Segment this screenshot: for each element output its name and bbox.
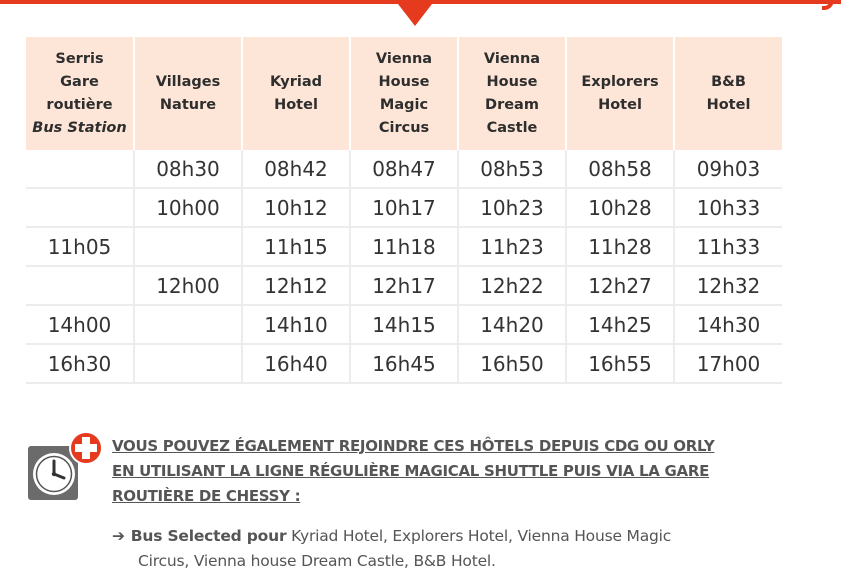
note-line: VOUS POUVEZ ÉGALEMENT REJOINDRE CES HÔTE… [112,437,715,455]
time-cell: 16h30 [26,344,134,384]
time-cell: 14h25 [565,305,674,345]
header-kyriad-hotel: Kyriad Hotel [241,37,350,150]
table-header-row: Serris Gare routière Bus Station Village… [26,37,782,150]
time-cell: 14h10 [241,305,350,345]
time-cell: 12h17 [349,266,458,306]
bus-selected-info: ➔ Bus Selected pour Kyriad Hotel, Explore… [112,524,812,574]
bus-selected-label: Bus Selected pour [130,527,287,545]
header-vienna-house-dream-castle: Vienna House Dream Castle [457,37,566,150]
bus-hotels-text: Kyriad Hotel, Explorers Hotel, Vienna Ho… [286,527,672,545]
table-row: 10h00 10h12 10h17 10h23 10h28 10h33 [26,188,782,228]
time-cell: 11h18 [349,227,458,267]
time-cell: 08h30 [133,150,242,189]
time-cell: 17h00 [673,344,782,384]
time-cell: 12h12 [241,266,350,306]
bus-hotels-text-cont: Circus, Vienna house Dream Castle, B&B H… [138,552,496,570]
time-cell: 08h42 [241,150,350,189]
time-cell: 11h23 [457,227,566,267]
time-cell: 08h58 [565,150,674,189]
time-cell: 11h33 [673,227,782,267]
header-villages-nature: Villages Nature [133,37,242,150]
time-cell: 10h23 [457,188,566,228]
time-cell [26,150,134,189]
time-cell: 08h47 [349,150,458,189]
time-cell: 14h20 [457,305,566,345]
chessy-connection-note: VOUS POUVEZ ÉGALEMENT REJOINDRE CES HÔTE… [112,434,812,509]
header-serris-bus-station: Serris Gare routière Bus Station [26,37,134,150]
time-cell: 10h00 [133,188,242,228]
time-cell: 16h40 [241,344,350,384]
time-cell: 16h50 [457,344,566,384]
time-cell [133,344,242,384]
time-cell: 14h00 [26,305,134,345]
time-cell [26,188,134,228]
time-cell [26,266,134,306]
table-row: 08h30 08h42 08h47 08h53 08h58 09h03 [26,150,782,189]
time-cell: 14h30 [673,305,782,345]
time-cell: 08h53 [457,150,566,189]
time-cell: 10h33 [673,188,782,228]
time-cell [133,227,242,267]
header-explorers-hotel: Explorers Hotel [565,37,674,150]
time-cell: 12h27 [565,266,674,306]
time-cell [133,305,242,345]
time-cell: 11h28 [565,227,674,267]
time-cell: 14h15 [349,305,458,345]
time-cell: 10h12 [241,188,350,228]
time-cell: 16h55 [565,344,674,384]
shuttle-schedule-table: Serris Gare routière Bus Station Village… [26,37,782,384]
time-cell: 10h28 [565,188,674,228]
time-cell: 11h05 [26,227,134,267]
table-row: 12h00 12h12 12h17 12h22 12h27 12h32 [26,266,782,306]
time-cell: 09h03 [673,150,782,189]
table-row: 11h05 11h15 11h18 11h23 11h28 11h33 [26,227,782,267]
top-accent-corner [822,0,834,10]
time-cell: 12h22 [457,266,566,306]
table-row: 14h00 14h10 14h15 14h20 14h25 14h30 [26,305,782,345]
time-cell: 10h17 [349,188,458,228]
section-marker-arrow [398,4,432,26]
table-row: 16h30 16h40 16h45 16h50 16h55 17h00 [26,344,782,384]
arrow-right-icon: ➔ [112,527,125,545]
clock-plus-icon [26,430,106,510]
header-vienna-house-magic-circus: Vienna House Magic Circus [349,37,458,150]
time-cell: 11h15 [241,227,350,267]
top-accent-bar [0,0,841,4]
note-line: EN UTILISANT LA LIGNE RÉGULIÈRE MAGICAL … [112,462,710,480]
time-cell: 12h32 [673,266,782,306]
time-cell: 16h45 [349,344,458,384]
time-cell: 12h00 [133,266,242,306]
header-bb-hotel: B&B Hotel [673,37,782,150]
note-line: ROUTIÈRE DE CHESSY : [112,487,301,505]
